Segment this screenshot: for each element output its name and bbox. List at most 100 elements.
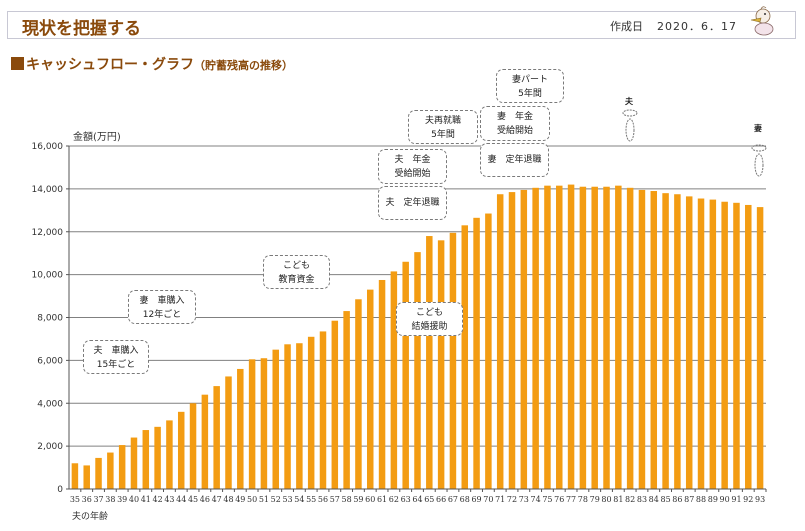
y-tick-label: 16,000 <box>32 142 64 152</box>
bar <box>225 376 232 489</box>
callout-husband-reemploy: 夫再就職 5年間 <box>408 110 478 144</box>
header-bar <box>7 11 796 39</box>
x-tick-label: 59 <box>353 495 363 504</box>
x-tick-label: 66 <box>436 495 446 504</box>
y-tick-labels: 0 2,000 4,000 6,000 8,000 10,000 12,000 14,000 1… <box>32 142 69 495</box>
bar <box>496 194 504 489</box>
x-tick-label: 51 <box>259 495 269 504</box>
bar <box>189 403 197 489</box>
callout-line: 夫 定年退職 <box>385 198 440 208</box>
x-tick-labels: 35 36 37 38 39 40 41 42 43 44 45 46 47 48 49 50 51 52 53 54… <box>70 489 767 504</box>
x-tick-label: 53 <box>282 495 292 504</box>
x-tick-label: 80 <box>601 495 611 504</box>
bar <box>154 426 161 489</box>
callout-wife-pension: 妻 年金 受給開始 <box>480 106 550 141</box>
bar <box>532 187 539 489</box>
x-tick-label: 92 <box>743 495 753 504</box>
bar <box>402 261 409 489</box>
callout-wife-part: 妻パート 5年間 <box>496 69 564 103</box>
x-tick-label: 70 <box>483 495 493 504</box>
callout-line: 妻 年金 <box>496 112 533 122</box>
x-tick-label: 44 <box>176 495 186 504</box>
callout-wife-car: 妻 車購入 12年ごと <box>128 290 196 324</box>
x-tick-label: 48 <box>223 495 233 504</box>
bar <box>520 189 528 489</box>
bar <box>461 225 469 489</box>
bar <box>390 271 398 489</box>
created-date-value: 2020．6．17 <box>657 20 737 33</box>
bar <box>71 463 79 489</box>
y-tick-label: 8,000 <box>37 314 63 324</box>
x-tick-label: 56 <box>318 495 328 504</box>
x-tick-label: 72 <box>507 495 517 504</box>
bar <box>721 201 728 490</box>
x-tick-label: 55 <box>306 495 316 504</box>
section-title: キャッシュフロー・グラフ（貯蓄残高の推移） <box>11 54 293 74</box>
y-tick-label: 4,000 <box>37 399 63 409</box>
callout-wife-retire: 妻 定年退職 <box>480 143 549 177</box>
x-tick-label: 90 <box>720 495 730 504</box>
bar <box>284 344 291 489</box>
x-tick-label: 57 <box>330 495 340 504</box>
ghost-figure-icon <box>754 153 764 177</box>
bar <box>591 186 598 489</box>
x-tick-label: 40 <box>129 495 139 504</box>
x-tick-label: 85 <box>660 495 670 504</box>
callout-line: 結婚援助 <box>411 322 448 332</box>
bar <box>201 394 209 489</box>
x-tick-label: 52 <box>271 495 281 504</box>
x-tick-label: 50 <box>247 495 257 504</box>
bar <box>343 311 350 489</box>
bar <box>177 411 185 489</box>
bar <box>83 465 90 489</box>
x-axis-title: 夫の年齢 <box>72 512 109 522</box>
bar <box>426 236 433 489</box>
y-axis-title: 金額(万円) <box>73 132 121 143</box>
x-tick-label: 73 <box>519 495 529 504</box>
callout-line: 12年ごと <box>142 310 182 320</box>
bar <box>709 199 717 489</box>
x-tick-label: 89 <box>708 495 718 504</box>
x-tick-label: 63 <box>401 495 411 504</box>
bar <box>697 198 705 489</box>
bar <box>626 187 634 489</box>
bar <box>579 186 587 489</box>
bar <box>272 349 279 489</box>
bar <box>319 331 327 489</box>
x-tick-label: 69 <box>471 495 481 504</box>
bar <box>473 217 480 490</box>
x-tick-label: 46 <box>200 495 210 504</box>
x-tick-label: 49 <box>235 495 245 504</box>
y-tick-label: 12,000 <box>32 228 64 238</box>
bar <box>449 232 457 489</box>
x-tick-label: 75 <box>542 495 552 504</box>
created-label: 作成日 <box>610 20 643 33</box>
callout-husband-retire: 夫 定年退職 <box>378 186 447 220</box>
bar <box>166 420 173 489</box>
square-bullet-icon <box>11 57 24 70</box>
callout-line: 妻パート <box>511 75 548 85</box>
end-markers <box>622 109 767 177</box>
x-tick-label: 47 <box>212 495 222 504</box>
x-tick-label: 71 <box>495 495 505 504</box>
bar <box>756 207 764 490</box>
callout-line: 妻 定年退職 <box>487 155 542 165</box>
x-tick-label: 58 <box>342 495 352 504</box>
bar <box>366 289 374 489</box>
x-tick-label: 67 <box>448 495 458 504</box>
callout-husband-pension: 夫 年金 受給開始 <box>378 149 447 184</box>
callout-line: 15年ごと <box>96 360 136 370</box>
callout-line: 夫 年金 <box>394 155 431 165</box>
x-tick-label: 65 <box>424 495 434 504</box>
created-date: 作成日 2020．6．17 <box>610 18 737 34</box>
ghost-figure-icon <box>625 118 635 142</box>
y-tick-label: 6,000 <box>37 356 63 366</box>
bar <box>95 457 102 489</box>
x-tick-label: 74 <box>531 495 541 504</box>
x-tick-label: 43 <box>164 495 174 504</box>
bar <box>650 191 658 490</box>
x-tick-label: 36 <box>82 495 92 504</box>
bar <box>378 279 386 489</box>
x-tick-label: 88 <box>696 495 706 504</box>
